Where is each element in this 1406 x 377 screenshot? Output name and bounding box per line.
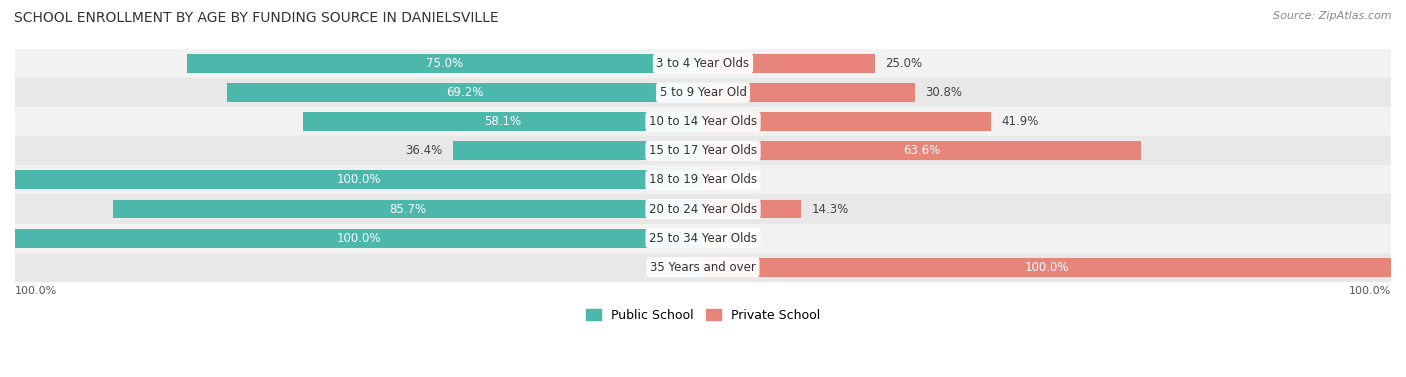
Text: 10 to 14 Year Olds: 10 to 14 Year Olds: [650, 115, 756, 128]
Bar: [15, 253, 1391, 282]
Text: 25 to 34 Year Olds: 25 to 34 Year Olds: [650, 231, 756, 245]
Bar: [453, 141, 703, 160]
Bar: [703, 54, 875, 73]
Bar: [15, 107, 1391, 136]
Text: 0.0%: 0.0%: [727, 173, 756, 186]
Bar: [15, 228, 703, 248]
Bar: [15, 195, 1391, 224]
Text: 14.3%: 14.3%: [811, 202, 849, 216]
Text: 69.2%: 69.2%: [446, 86, 484, 99]
Bar: [703, 170, 720, 189]
Bar: [703, 141, 1140, 160]
Text: 35 Years and over: 35 Years and over: [650, 261, 756, 274]
Text: 3 to 4 Year Olds: 3 to 4 Year Olds: [657, 57, 749, 70]
Text: 20 to 24 Year Olds: 20 to 24 Year Olds: [650, 202, 756, 216]
Bar: [15, 224, 1391, 253]
Bar: [15, 49, 1391, 78]
Bar: [686, 258, 703, 277]
Bar: [703, 112, 991, 131]
Bar: [703, 199, 801, 218]
Text: 5 to 9 Year Old: 5 to 9 Year Old: [659, 86, 747, 99]
Bar: [703, 228, 720, 248]
Text: 100.0%: 100.0%: [337, 173, 381, 186]
Bar: [703, 258, 1391, 277]
Text: 75.0%: 75.0%: [426, 57, 464, 70]
Text: 100.0%: 100.0%: [1348, 286, 1391, 296]
Bar: [187, 54, 703, 73]
Text: 18 to 19 Year Olds: 18 to 19 Year Olds: [650, 173, 756, 186]
Text: SCHOOL ENROLLMENT BY AGE BY FUNDING SOURCE IN DANIELSVILLE: SCHOOL ENROLLMENT BY AGE BY FUNDING SOUR…: [14, 11, 499, 25]
Bar: [15, 136, 1391, 166]
Text: 0.0%: 0.0%: [650, 261, 679, 274]
Text: 100.0%: 100.0%: [1025, 261, 1069, 274]
Bar: [226, 83, 703, 102]
Text: 100.0%: 100.0%: [337, 231, 381, 245]
Text: 100.0%: 100.0%: [15, 286, 58, 296]
Text: 25.0%: 25.0%: [886, 57, 922, 70]
Text: 85.7%: 85.7%: [389, 202, 427, 216]
Text: 63.6%: 63.6%: [903, 144, 941, 157]
Bar: [15, 78, 1391, 107]
Text: 30.8%: 30.8%: [925, 86, 962, 99]
Text: 58.1%: 58.1%: [485, 115, 522, 128]
Bar: [15, 166, 1391, 195]
Legend: Public School, Private School: Public School, Private School: [581, 304, 825, 327]
Bar: [304, 112, 703, 131]
Text: 41.9%: 41.9%: [1001, 115, 1039, 128]
Text: Source: ZipAtlas.com: Source: ZipAtlas.com: [1274, 11, 1392, 21]
Text: 0.0%: 0.0%: [727, 231, 756, 245]
Bar: [703, 83, 915, 102]
Bar: [15, 170, 703, 189]
Text: 36.4%: 36.4%: [405, 144, 443, 157]
Bar: [114, 199, 703, 218]
Text: 15 to 17 Year Olds: 15 to 17 Year Olds: [650, 144, 756, 157]
